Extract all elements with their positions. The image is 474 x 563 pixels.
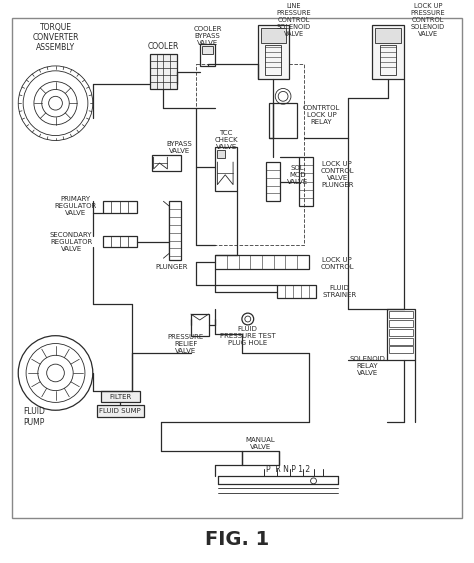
Bar xyxy=(265,45,281,75)
Bar xyxy=(169,202,181,260)
Text: PLUNGER: PLUNGER xyxy=(155,264,188,270)
Text: FIG. 1: FIG. 1 xyxy=(205,530,269,549)
Bar xyxy=(380,45,396,75)
Bar xyxy=(100,391,140,403)
Text: BYPASS
VALVE: BYPASS VALVE xyxy=(166,141,192,154)
Bar xyxy=(373,25,404,79)
Text: LOCK UP
CONTROL: LOCK UP CONTROL xyxy=(320,257,354,270)
Text: COOLER: COOLER xyxy=(148,42,179,51)
Bar xyxy=(150,54,177,90)
Text: COOLER
BYPASS
VALVE: COOLER BYPASS VALVE xyxy=(193,26,222,47)
Text: PRESSURE
RELIEF
VALVE: PRESSURE RELIEF VALVE xyxy=(168,333,204,354)
Bar xyxy=(215,255,309,269)
Text: LINE
PRESSURE
CONTROL
SOLENOID
VALVE: LINE PRESSURE CONTROL SOLENOID VALVE xyxy=(276,3,311,37)
Bar xyxy=(191,314,209,336)
Bar xyxy=(261,28,286,43)
Text: LOCK UP
CONTROL
VALVE
PLUNGER: LOCK UP CONTROL VALVE PLUNGER xyxy=(320,162,354,188)
Text: CONTRTOL
LOCK UP
RELAY: CONTRTOL LOCK UP RELAY xyxy=(303,105,340,125)
Bar xyxy=(201,46,213,54)
Text: FLUID
PRESSURE TEST
PLUG HOLE: FLUID PRESSURE TEST PLUG HOLE xyxy=(220,325,276,346)
Bar xyxy=(218,150,225,158)
Text: PRIMARY
REGULATOR
VALVE: PRIMARY REGULATOR VALVE xyxy=(54,196,96,216)
Bar xyxy=(389,346,412,354)
Bar xyxy=(269,103,297,137)
Bar xyxy=(97,405,144,417)
Bar xyxy=(266,162,280,202)
Text: SOL
MOD
VALVE: SOL MOD VALVE xyxy=(287,165,308,185)
Bar xyxy=(389,329,412,336)
Text: FILTER: FILTER xyxy=(109,394,131,400)
Text: SOLENOID
RELAY
VALVE: SOLENOID RELAY VALVE xyxy=(349,356,385,376)
Bar xyxy=(200,44,215,66)
Bar xyxy=(257,25,289,79)
Bar xyxy=(277,285,317,298)
Text: FLUID SUMP: FLUID SUMP xyxy=(100,408,141,414)
Text: FLUID
STRAINER: FLUID STRAINER xyxy=(322,285,356,298)
Text: FLUID
PUMP: FLUID PUMP xyxy=(23,408,45,427)
Text: MANUAL
VALVE: MANUAL VALVE xyxy=(246,437,275,450)
Bar xyxy=(389,338,412,345)
Bar xyxy=(387,309,415,360)
Bar xyxy=(389,320,412,327)
Text: P  R N P 1 2: P R N P 1 2 xyxy=(266,464,310,473)
Bar xyxy=(152,155,181,171)
Text: LOCK UP
PRESSURE
CONTROL
SOLENOID
VALVE: LOCK UP PRESSURE CONTROL SOLENOID VALVE xyxy=(410,3,445,37)
Bar xyxy=(196,64,304,245)
Bar xyxy=(102,202,137,213)
Text: SECONDARY
REGULATOR
VALVE: SECONDARY REGULATOR VALVE xyxy=(50,231,92,252)
Bar xyxy=(102,236,137,247)
Bar xyxy=(215,148,237,191)
Bar xyxy=(375,28,401,43)
Bar xyxy=(242,452,279,465)
Bar xyxy=(299,157,312,206)
Bar xyxy=(389,311,412,318)
Text: TORQUE
CONVERTER
ASSEMBLY: TORQUE CONVERTER ASSEMBLY xyxy=(32,23,79,52)
Text: TCC
CHECK
VALVE: TCC CHECK VALVE xyxy=(214,131,238,150)
